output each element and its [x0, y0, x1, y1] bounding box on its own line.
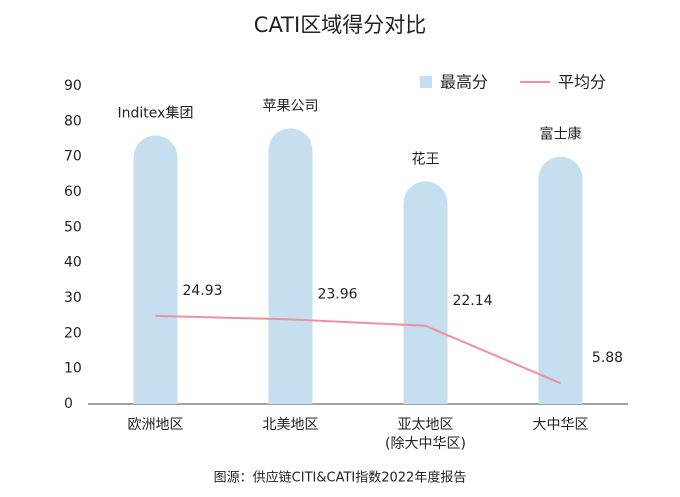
- y-tick-label: 20: [64, 325, 82, 341]
- data-label: 24.93: [182, 283, 222, 299]
- bar-annotation: 花王: [412, 151, 440, 167]
- y-tick-label: 30: [64, 290, 82, 306]
- y-tick-label: 10: [64, 361, 82, 377]
- x-tick-label: 大中华区: [532, 417, 589, 433]
- y-tick-label: 50: [64, 219, 82, 235]
- line: [155, 314, 561, 385]
- x-tick-label: 欧洲地区: [127, 417, 184, 433]
- data-label: 23.96: [317, 286, 357, 302]
- y-tick-label: 0: [64, 396, 73, 412]
- bar-annotation: Inditex集团: [118, 104, 194, 121]
- chart-title: CATI区域得分对比: [254, 13, 426, 37]
- bar: [403, 181, 448, 404]
- legend-label: 平均分: [558, 73, 606, 92]
- y-tick-label: 60: [64, 184, 82, 200]
- bar-annotation: 富士康: [540, 126, 582, 143]
- x-tick-label: 北美地区: [262, 417, 319, 433]
- y-tick-label: 40: [64, 255, 82, 271]
- y-tick-label: 80: [64, 113, 82, 129]
- data-label: 5.88: [592, 350, 623, 366]
- bar: [268, 128, 313, 404]
- y-tick-label: 70: [64, 149, 82, 165]
- x-tick-label: 亚太地区 (除大中华区): [385, 417, 466, 452]
- y-tick-label: 90: [64, 78, 82, 94]
- bar-annotation: 苹果公司: [263, 98, 319, 114]
- bar: [538, 156, 583, 404]
- bar: [133, 135, 178, 404]
- legend-swatch: [420, 76, 432, 88]
- data-label: 22.14: [452, 293, 492, 309]
- legend-label: 最高分: [440, 73, 488, 92]
- source: 图源：供应链CITI&CATI指数2022年度报告: [214, 470, 467, 486]
